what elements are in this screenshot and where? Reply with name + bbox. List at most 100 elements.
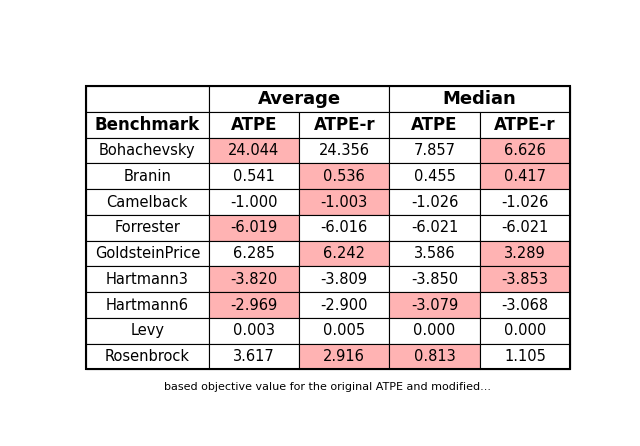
Text: 24.356: 24.356 <box>319 143 370 158</box>
Bar <box>209 112 299 138</box>
Text: -1.003: -1.003 <box>321 194 368 210</box>
Text: -6.021: -6.021 <box>501 220 548 235</box>
Bar <box>86 112 209 138</box>
Text: 0.000: 0.000 <box>504 323 546 339</box>
Text: 6.626: 6.626 <box>504 143 546 158</box>
Bar <box>389 241 480 266</box>
Bar <box>389 86 570 112</box>
Text: 0.813: 0.813 <box>413 349 456 364</box>
Bar <box>480 215 570 241</box>
Text: 7.857: 7.857 <box>413 143 456 158</box>
Text: 24.044: 24.044 <box>228 143 280 158</box>
Text: Levy: Levy <box>131 323 164 339</box>
Text: -1.000: -1.000 <box>230 194 278 210</box>
Text: 2.916: 2.916 <box>323 349 365 364</box>
Bar <box>86 86 570 369</box>
Text: -3.068: -3.068 <box>501 297 548 313</box>
Bar <box>86 138 209 163</box>
Text: Median: Median <box>443 90 516 108</box>
Bar <box>209 241 299 266</box>
Text: Rosenbrock: Rosenbrock <box>105 349 190 364</box>
Text: 0.005: 0.005 <box>323 323 365 339</box>
Bar <box>299 138 389 163</box>
Bar <box>389 215 480 241</box>
Bar <box>299 292 389 318</box>
Bar <box>299 344 389 369</box>
Text: 1.105: 1.105 <box>504 349 546 364</box>
Bar <box>480 189 570 215</box>
Text: Average: Average <box>257 90 340 108</box>
Text: ATPE-r: ATPE-r <box>494 116 556 134</box>
Bar <box>389 266 480 292</box>
Bar <box>480 318 570 344</box>
Text: 0.541: 0.541 <box>233 169 275 184</box>
Text: 3.617: 3.617 <box>233 349 275 364</box>
Bar <box>389 163 480 189</box>
Bar <box>389 344 480 369</box>
Bar <box>86 266 209 292</box>
Bar <box>209 189 299 215</box>
Text: -6.021: -6.021 <box>411 220 458 235</box>
Text: Hartmann3: Hartmann3 <box>106 272 189 287</box>
Text: Branin: Branin <box>124 169 172 184</box>
Bar <box>86 292 209 318</box>
Text: -3.850: -3.850 <box>411 272 458 287</box>
Bar <box>480 292 570 318</box>
Bar <box>299 266 389 292</box>
Bar <box>209 86 389 112</box>
Bar <box>209 292 299 318</box>
Bar <box>299 112 389 138</box>
Text: ATPE-r: ATPE-r <box>314 116 375 134</box>
Text: Hartmann6: Hartmann6 <box>106 297 189 313</box>
Text: -6.016: -6.016 <box>321 220 368 235</box>
Text: ATPE: ATPE <box>230 116 277 134</box>
Text: Forrester: Forrester <box>115 220 180 235</box>
Text: GoldsteinPrice: GoldsteinPrice <box>95 246 200 261</box>
Bar <box>480 163 570 189</box>
Text: -3.853: -3.853 <box>502 272 548 287</box>
Bar <box>86 86 209 112</box>
Bar <box>209 163 299 189</box>
Bar <box>480 344 570 369</box>
Text: 0.536: 0.536 <box>323 169 365 184</box>
Text: 0.455: 0.455 <box>413 169 456 184</box>
Bar <box>299 241 389 266</box>
Bar <box>86 163 209 189</box>
Text: -2.969: -2.969 <box>230 297 278 313</box>
Text: -3.079: -3.079 <box>411 297 458 313</box>
Text: -1.026: -1.026 <box>411 194 458 210</box>
Text: based objective value for the original ATPE and modified...: based objective value for the original A… <box>164 382 492 392</box>
Text: 0.417: 0.417 <box>504 169 546 184</box>
Text: 3.586: 3.586 <box>414 246 456 261</box>
Bar <box>389 292 480 318</box>
Text: Benchmark: Benchmark <box>95 116 200 134</box>
Bar <box>299 215 389 241</box>
Text: 6.285: 6.285 <box>233 246 275 261</box>
Bar <box>480 112 570 138</box>
Text: Camelback: Camelback <box>107 194 188 210</box>
Text: Bohachevsky: Bohachevsky <box>99 143 196 158</box>
Text: 6.242: 6.242 <box>323 246 365 261</box>
Text: 3.289: 3.289 <box>504 246 546 261</box>
Bar <box>299 189 389 215</box>
Bar <box>86 241 209 266</box>
Bar <box>389 189 480 215</box>
Text: 0.003: 0.003 <box>233 323 275 339</box>
Bar <box>209 215 299 241</box>
Bar <box>389 138 480 163</box>
Bar <box>209 318 299 344</box>
Bar <box>389 318 480 344</box>
Bar <box>480 266 570 292</box>
Bar <box>86 189 209 215</box>
Bar <box>209 266 299 292</box>
Text: -6.019: -6.019 <box>230 220 278 235</box>
Bar <box>86 318 209 344</box>
Bar <box>480 138 570 163</box>
Text: -2.900: -2.900 <box>321 297 368 313</box>
Bar <box>86 215 209 241</box>
Bar <box>299 318 389 344</box>
Text: -3.820: -3.820 <box>230 272 278 287</box>
Text: ATPE: ATPE <box>412 116 458 134</box>
Bar <box>299 163 389 189</box>
Bar <box>389 112 480 138</box>
